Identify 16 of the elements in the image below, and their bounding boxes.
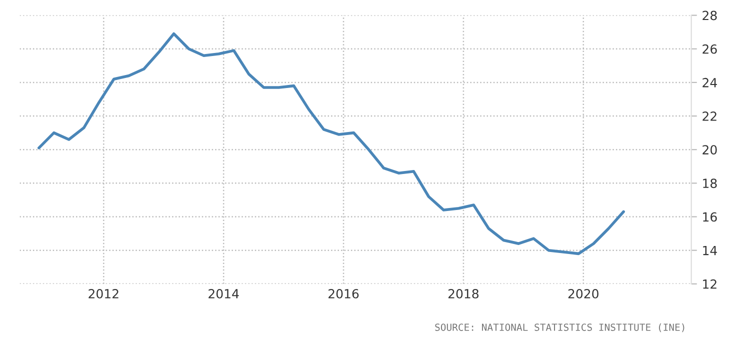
x-tick-label: 2016 <box>328 288 359 298</box>
x-tick-label: 2014 <box>208 288 239 298</box>
line-series <box>38 32 625 256</box>
y-tick-label: 24 <box>702 78 717 88</box>
source-note: SOURCE: NATIONAL STATISTICS INSTITUTE (INE) <box>435 323 684 332</box>
x-tick-label: 2020 <box>568 288 598 298</box>
y-tick-label: 14 <box>703 246 717 256</box>
y-tick-label: 26 <box>702 44 717 54</box>
y-tick-label: 28 <box>702 10 717 20</box>
x-tick-label: 2012 <box>88 288 118 298</box>
y-tick-label: 16 <box>703 212 717 222</box>
y-tick-label: 22 <box>702 111 716 121</box>
y-tick-label: 20 <box>702 145 717 155</box>
y-tick-label: 18 <box>703 178 717 188</box>
x-tick-label: 2018 <box>448 288 478 298</box>
y-tick-label: 12 <box>703 279 716 289</box>
